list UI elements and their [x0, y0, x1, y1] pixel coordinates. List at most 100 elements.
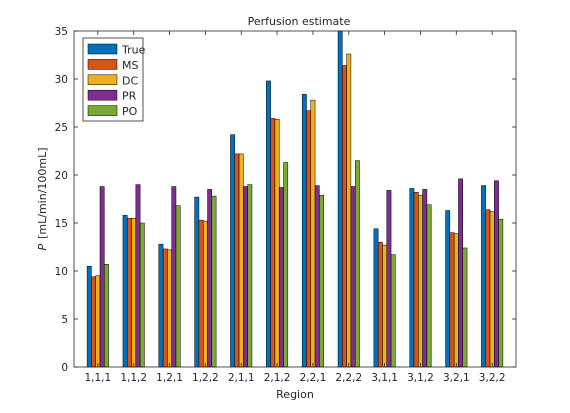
bar-pr-2-1-2 [278, 187, 284, 368]
bar-ms-1-1-2 [126, 217, 132, 368]
bar-true-3-2-1 [445, 210, 451, 368]
bar-pr-2-2-1 [314, 185, 320, 368]
bar-ms-3-2-2 [485, 209, 491, 368]
bar-true-2-1-1 [230, 134, 236, 368]
y-axis: 0 5 10 15 20 25 30 35 [55, 26, 516, 374]
bar-po-3-2-2 [498, 218, 504, 368]
y-axis-unit: [mL/min/100mL] [36, 147, 49, 238]
bar-dc-3-1-2 [418, 194, 423, 368]
bar-dc-1-2-2 [202, 220, 208, 368]
bar-ms-3-2-1 [449, 232, 455, 368]
bar-dc-1-1-1 [95, 275, 101, 368]
x-tick-label: 2,2,2 [335, 372, 362, 384]
bar-dc-2-2-1 [310, 99, 316, 368]
bar-po-3-1-1 [390, 254, 396, 368]
bar-dc-2-2-2 [346, 53, 352, 368]
y-tick-label: 25 [55, 122, 68, 134]
bar-ms-2-2-2 [342, 65, 347, 368]
bar-po-1-2-1 [175, 205, 181, 368]
bar-true-3-2-2 [481, 185, 486, 368]
bar-true-1-1-2 [122, 215, 128, 368]
bar-true-2-2-1 [301, 94, 307, 368]
bars-layer [86, 30, 504, 368]
bar-pr-1-2-1 [171, 186, 177, 368]
bar-dc-1-2-1 [167, 249, 172, 368]
bar-dc-1-1-2 [131, 217, 137, 368]
plot-area-frame [73, 30, 517, 368]
legend: True MS DC PR PO [82, 37, 146, 122]
bar-dc-3-2-2 [489, 211, 495, 368]
bar-dc-2-1-1 [238, 153, 244, 368]
x-tick-label: 2,1,1 [228, 372, 255, 384]
y-axis-symbol: P [36, 244, 49, 251]
bar-po-2-2-2 [354, 160, 360, 368]
bar-true-3-1-1 [373, 228, 379, 368]
bar-dc-2-1-2 [274, 119, 280, 368]
legend-label-true: True [121, 44, 146, 57]
bar-ms-3-1-2 [413, 192, 419, 368]
bar-dc-3-1-1 [382, 244, 388, 368]
bar-ms-1-1-1 [91, 276, 96, 368]
x-axis-label: Region [276, 388, 314, 401]
x-tick-label: 2,1,2 [264, 372, 291, 384]
bar-pr-2-1-1 [243, 186, 248, 368]
bar-ms-2-1-1 [234, 153, 240, 368]
bar-pr-1-2-2 [207, 189, 213, 368]
bar-true-2-2-2 [337, 30, 343, 368]
legend-swatch-true [87, 43, 118, 55]
bar-true-2-1-2 [266, 80, 271, 368]
bar-ms-3-1-1 [377, 241, 383, 368]
y-tick-label: 5 [61, 314, 68, 326]
bar-true-3-1-2 [409, 188, 415, 368]
bar-true-1-2-2 [194, 196, 200, 368]
x-tick-label: 1,2,2 [192, 372, 219, 384]
chart-title: Perfusion estimate [248, 15, 351, 28]
y-tick-label: 20 [55, 170, 68, 182]
x-tick-label: 3,1,2 [407, 372, 434, 384]
x-tick-label: 3,2,2 [479, 372, 506, 384]
bar-pr-2-2-2 [350, 186, 356, 368]
bar-ms-2-2-1 [306, 110, 312, 368]
bar-true-1-1-1 [86, 265, 92, 368]
bar-ms-2-1-2 [270, 118, 276, 368]
bar-ms-1-2-2 [198, 219, 204, 368]
legend-label-pr: PR [122, 90, 137, 103]
bar-po-2-1-1 [247, 184, 253, 368]
bar-po-1-2-2 [211, 195, 217, 368]
bar-ms-1-2-1 [162, 248, 168, 368]
legend-label-po: PO [122, 105, 138, 118]
bar-po-2-1-2 [283, 162, 289, 368]
bar-pr-1-1-2 [135, 184, 141, 368]
y-axis-label: P [mL/min/100mL] [36, 147, 49, 250]
legend-swatch-ms [87, 59, 118, 70]
legend-swatch-dc [87, 74, 118, 86]
bar-po-3-1-2 [426, 204, 432, 368]
y-tick-label: 0 [61, 362, 68, 374]
x-tick-label: 2,2,1 [300, 372, 327, 384]
legend-swatch-pr [87, 89, 118, 101]
bar-true-1-2-1 [158, 243, 164, 368]
x-tick-label: 1,2,1 [156, 372, 183, 384]
bar-dc-3-2-1 [453, 233, 459, 368]
y-tick-label: 15 [55, 218, 68, 230]
x-tick-label: 3,2,1 [443, 372, 470, 384]
legend-label-ms: MS [122, 59, 138, 72]
bar-pr-3-1-2 [422, 189, 428, 368]
legend-swatch-po [87, 105, 118, 116]
bar-pr-3-2-1 [458, 178, 464, 368]
legend-label-dc: DC [122, 74, 138, 87]
x-tick-label: 1,1,2 [120, 372, 147, 384]
x-tick-label: 1,1,1 [84, 372, 111, 384]
bar-po-2-2-1 [319, 194, 324, 368]
bar-pr-3-2-2 [494, 180, 499, 368]
bar-po-1-1-2 [139, 222, 145, 368]
x-axis: 1,1,1 1,1,2 1,2,1 1,2,2 2,1,1 2,1,2 2,2,1 2,2,2… [84, 31, 506, 384]
bar-pr-1-1-1 [99, 186, 105, 368]
x-tick-label: 3,1,1 [371, 372, 398, 384]
y-tick-label: 10 [55, 266, 68, 278]
bar-po-3-2-1 [462, 247, 468, 368]
bar-po-1-1-1 [104, 264, 109, 368]
y-tick-label: 35 [55, 26, 68, 38]
y-tick-label: 30 [55, 74, 68, 86]
